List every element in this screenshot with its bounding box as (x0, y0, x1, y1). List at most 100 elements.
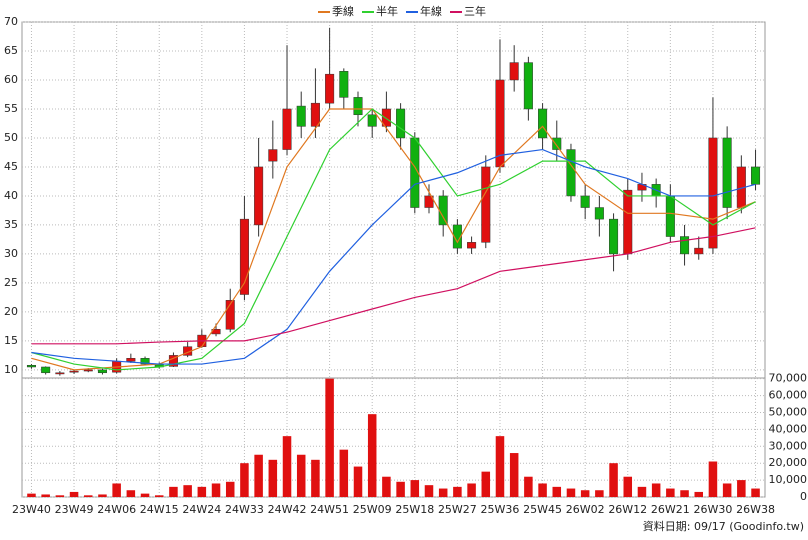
volume-bar (154, 495, 164, 497)
candle-body (83, 369, 93, 372)
volume-bar (325, 378, 334, 497)
volume-bar (453, 486, 462, 497)
candle-body (55, 372, 65, 375)
candle-body (69, 370, 79, 373)
volume-bar (751, 488, 760, 497)
volume-bar (552, 486, 562, 497)
y-tick-label: 10 (4, 363, 18, 376)
y2-tick-label: 30,000 (769, 439, 808, 452)
volume-bar (69, 491, 79, 497)
volume-bar (98, 494, 107, 497)
volume-bar (211, 483, 221, 497)
candle-body (523, 62, 533, 110)
candle-body (708, 137, 718, 249)
candle-body (296, 105, 306, 127)
y2-tick-label: 20,000 (769, 456, 808, 469)
volume-bar (424, 485, 434, 497)
y-tick-label: 40 (4, 189, 18, 202)
volume-bar (254, 454, 263, 497)
volume-bar (438, 488, 448, 497)
candle-body (339, 71, 349, 98)
volume-bar (737, 480, 746, 497)
candle-body (126, 358, 136, 362)
candle-body (609, 218, 619, 255)
x-tick-label: 24W15 (140, 503, 179, 516)
legend-label: 半年 (376, 4, 398, 18)
y-tick-label: 50 (4, 131, 18, 144)
x-tick-label: 25W45 (523, 503, 562, 516)
volume-bar (722, 483, 732, 497)
candle-body (310, 102, 320, 127)
volume-bar (311, 459, 320, 497)
candle-body (452, 224, 462, 249)
candle-body (254, 166, 264, 226)
candle-body (353, 97, 363, 116)
x-tick-label: 26W21 (651, 503, 690, 516)
volume-bar (495, 436, 505, 497)
price-panel (21, 21, 766, 379)
volume-bar (240, 463, 249, 497)
x-tick-label: 23W40 (12, 503, 51, 516)
volume-bar (339, 449, 349, 497)
ma-line (31, 108, 756, 371)
candle-body (680, 236, 690, 255)
y2-tick-label: 10,000 (769, 473, 808, 486)
x-tick-label: 26W02 (566, 503, 605, 516)
volume-bar (637, 486, 647, 497)
candle-body (594, 207, 604, 220)
volume-bar (666, 488, 675, 497)
x-tick-label: 24W06 (97, 503, 136, 516)
x-tick-label: 26W12 (608, 503, 647, 516)
volume-bar (580, 490, 590, 497)
y-tick-label: 30 (4, 247, 18, 260)
volume-bar (680, 490, 689, 497)
candle-body (239, 218, 249, 295)
candle-body (552, 137, 562, 150)
y2-tick-label: 60,000 (769, 389, 808, 402)
candle-body (495, 79, 505, 168)
candle-body (566, 149, 576, 197)
candle-body (623, 189, 633, 255)
candle-body (396, 108, 406, 139)
candle-body (722, 137, 732, 208)
volume-bar (481, 471, 491, 497)
candle-body (538, 108, 548, 139)
candle-body (481, 166, 491, 243)
volume-bar (296, 454, 306, 497)
y2-tick-label: 40,000 (769, 422, 808, 435)
volume-bar (410, 480, 420, 497)
y-tick-label: 65 (4, 44, 18, 57)
x-tick-label: 25W27 (438, 503, 477, 516)
candle-body (381, 108, 391, 127)
volume-bar (524, 476, 533, 497)
volume-bar (396, 481, 405, 497)
y-tick-label: 20 (4, 305, 18, 318)
volume-bar (382, 476, 391, 497)
ma-line (31, 108, 756, 371)
legend-label: 季線 (332, 4, 354, 18)
volume-bar (694, 491, 704, 497)
candle-body (140, 358, 150, 365)
volume-bar (169, 486, 178, 497)
volume-bar (83, 495, 93, 497)
y-tick-label: 60 (4, 73, 18, 86)
x-tick-label: 26W30 (694, 503, 733, 516)
footer: 資料日期: 09/17 (Goodinfo.tw) (643, 519, 804, 533)
x-tick-label: 25W18 (395, 503, 434, 516)
x-tick-label: 24W24 (182, 503, 221, 516)
candle-body (26, 364, 36, 368)
volume-bar (367, 414, 377, 497)
volume-bar (126, 490, 136, 497)
volume-bar (538, 483, 547, 497)
x-tick-label: 24W42 (268, 503, 307, 516)
y-tick-label: 45 (4, 160, 18, 173)
volume-bar (27, 493, 36, 497)
volume-bar (225, 481, 235, 497)
ma-line (31, 227, 756, 345)
candle-body (438, 195, 448, 226)
y-tick-label: 70 (4, 15, 18, 28)
volume-bar (623, 476, 633, 497)
candle-body (580, 195, 590, 208)
